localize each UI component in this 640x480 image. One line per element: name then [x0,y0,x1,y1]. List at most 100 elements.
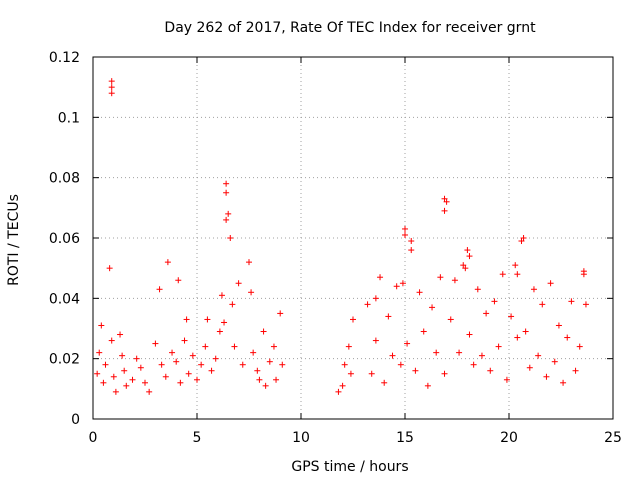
data-point [580,271,587,278]
data-point [146,388,153,395]
data-point [108,84,115,91]
data-point [512,262,519,269]
data-point [466,331,473,338]
data-point [443,198,450,205]
data-point [508,313,515,320]
data-point [108,90,115,97]
data-point [208,367,215,374]
data-point [470,361,477,368]
data-point [102,361,109,368]
data-point [260,328,267,335]
x-tick-label: 15 [396,430,414,446]
data-point [526,364,533,371]
data-point [539,301,546,308]
data-point [198,361,205,368]
data-point [551,358,558,365]
data-point [530,286,537,293]
data-point [335,388,342,395]
data-point [582,301,589,308]
data-point [96,349,103,356]
data-point [564,334,571,341]
data-point [487,367,494,374]
data-point [385,313,392,320]
data-point [108,337,115,344]
data-point [142,379,148,386]
data-point [204,316,211,323]
data-point [412,367,419,374]
data-point [183,316,190,323]
data-point [277,310,284,317]
x-tick-label: 20 [500,430,518,446]
data-point [221,319,228,326]
data-point [514,334,521,341]
data-point [162,373,169,380]
data-point [181,337,188,344]
axis-ticks: 0 5 10 15 20 25 0 0.02 0.04 0.06 0.08 0.1 0.12 [49,50,622,446]
data-point [535,352,542,359]
data-point [555,322,562,329]
data-point [216,328,223,335]
data-point [547,280,554,287]
data-point [117,331,124,338]
grid-lines [93,57,613,419]
data-point [408,247,415,254]
data-point [266,358,273,365]
data-point [381,379,388,386]
data-point [185,370,192,377]
data-point [164,259,171,266]
data-point [372,295,379,302]
data-point [152,340,159,347]
data-point [441,207,448,214]
data-point [273,376,280,383]
y-tick-label: 0.08 [49,171,80,187]
x-tick-label: 5 [193,430,202,446]
data-point [402,225,408,232]
data-point [364,301,371,308]
data-point [466,253,473,260]
data-point [372,337,379,344]
y-tick-label: 0.12 [49,50,80,66]
data-point [397,361,404,368]
data-point [119,352,126,359]
data-point [441,195,448,202]
data-point [399,280,406,287]
data-point [133,355,140,362]
y-axis-label: ROTI / TECUs [6,194,22,286]
data-point [339,382,346,389]
y-tick-label: 0.06 [49,231,80,247]
data-point [389,352,396,359]
data-point [393,283,400,290]
data-point [451,277,458,284]
data-points [94,78,589,395]
data-point [495,343,502,350]
y-tick-label: 0.04 [49,291,80,307]
data-point [225,210,232,217]
data-point [402,231,408,238]
data-point [254,367,261,374]
data-point [347,370,354,377]
y-tick-label: 0.02 [49,352,80,368]
data-point [175,277,182,284]
data-point [227,235,234,241]
y-tick-label: 0 [71,412,80,428]
y-tick-label: 0.1 [58,110,80,126]
data-point [248,289,255,296]
data-point [239,361,246,368]
data-point [518,238,525,245]
data-point [194,376,200,383]
data-point [543,373,550,380]
data-point [121,367,128,374]
data-point [408,238,415,245]
data-point [429,304,436,311]
data-point [202,343,209,350]
data-point [98,322,105,329]
data-point [112,388,119,395]
data-point [108,78,115,85]
data-point [462,265,469,272]
data-point [177,379,184,386]
data-point [520,235,527,241]
x-axis-label: GPS time / hours [291,459,408,475]
data-point [158,361,165,368]
data-point [173,358,180,365]
